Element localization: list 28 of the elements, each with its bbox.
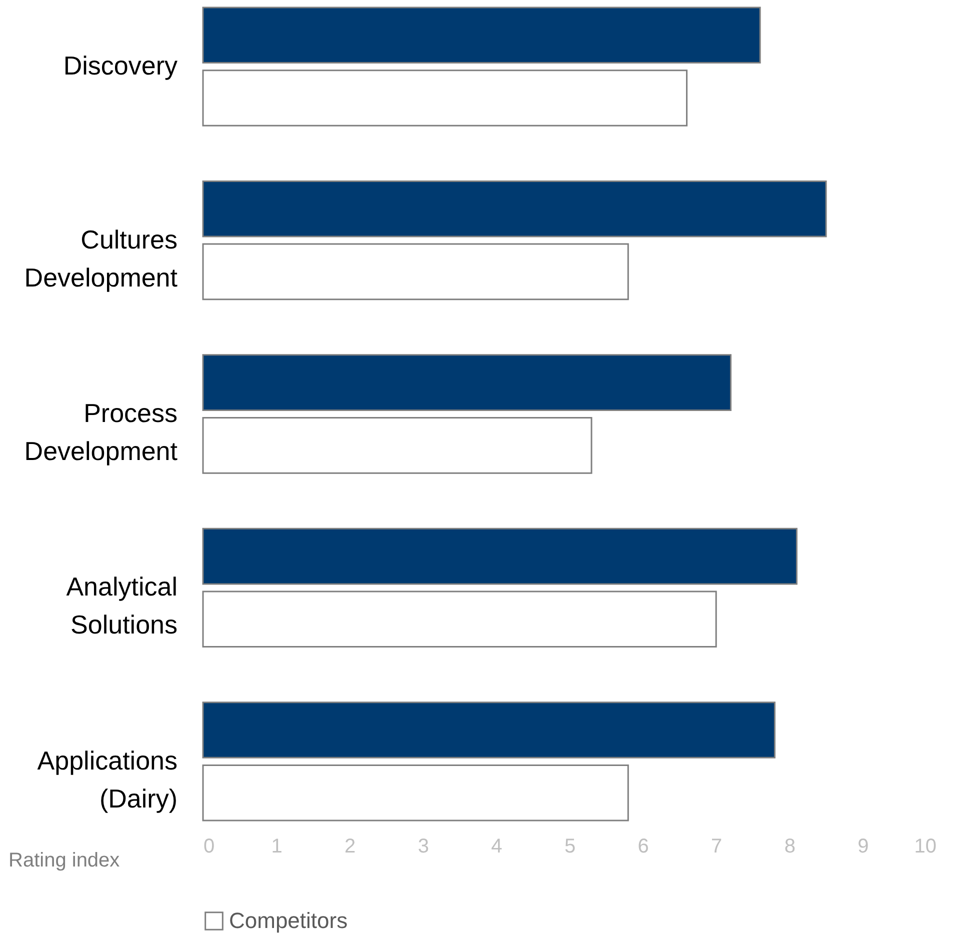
y-tick-label: Process Development	[24, 398, 178, 466]
x-tick-label: 1	[271, 836, 282, 858]
legend-label: Competitors	[229, 908, 348, 933]
x-tick-label: 9	[858, 836, 869, 858]
bar	[202, 528, 798, 585]
bar	[202, 354, 732, 411]
x-tick-label: 4	[491, 836, 502, 858]
bar	[202, 590, 717, 648]
bar	[202, 243, 629, 300]
bar	[202, 6, 761, 64]
x-tick-label: 2	[344, 836, 356, 858]
x-tick-label: 8	[784, 836, 796, 858]
x-tick-label: 10	[914, 836, 936, 858]
bar	[202, 764, 629, 822]
x-tick-label: 7	[711, 836, 722, 858]
x-tick-label: 0	[204, 836, 215, 858]
y-tick-label: Applications (Dairy)	[37, 745, 178, 814]
y-tick-label: Cultures Development	[24, 224, 178, 292]
y-tick-label: Discovery	[63, 50, 178, 81]
bar	[202, 417, 592, 474]
bar	[202, 180, 827, 238]
x-tick-label: 6	[638, 836, 649, 858]
x-tick-label: 3	[418, 836, 429, 858]
x-axis-title: Rating index	[8, 850, 120, 872]
y-tick-label: Analytical Solutions	[66, 572, 178, 640]
bar	[202, 70, 688, 126]
x-tick-label: 5	[564, 836, 576, 858]
bar	[202, 702, 776, 758]
